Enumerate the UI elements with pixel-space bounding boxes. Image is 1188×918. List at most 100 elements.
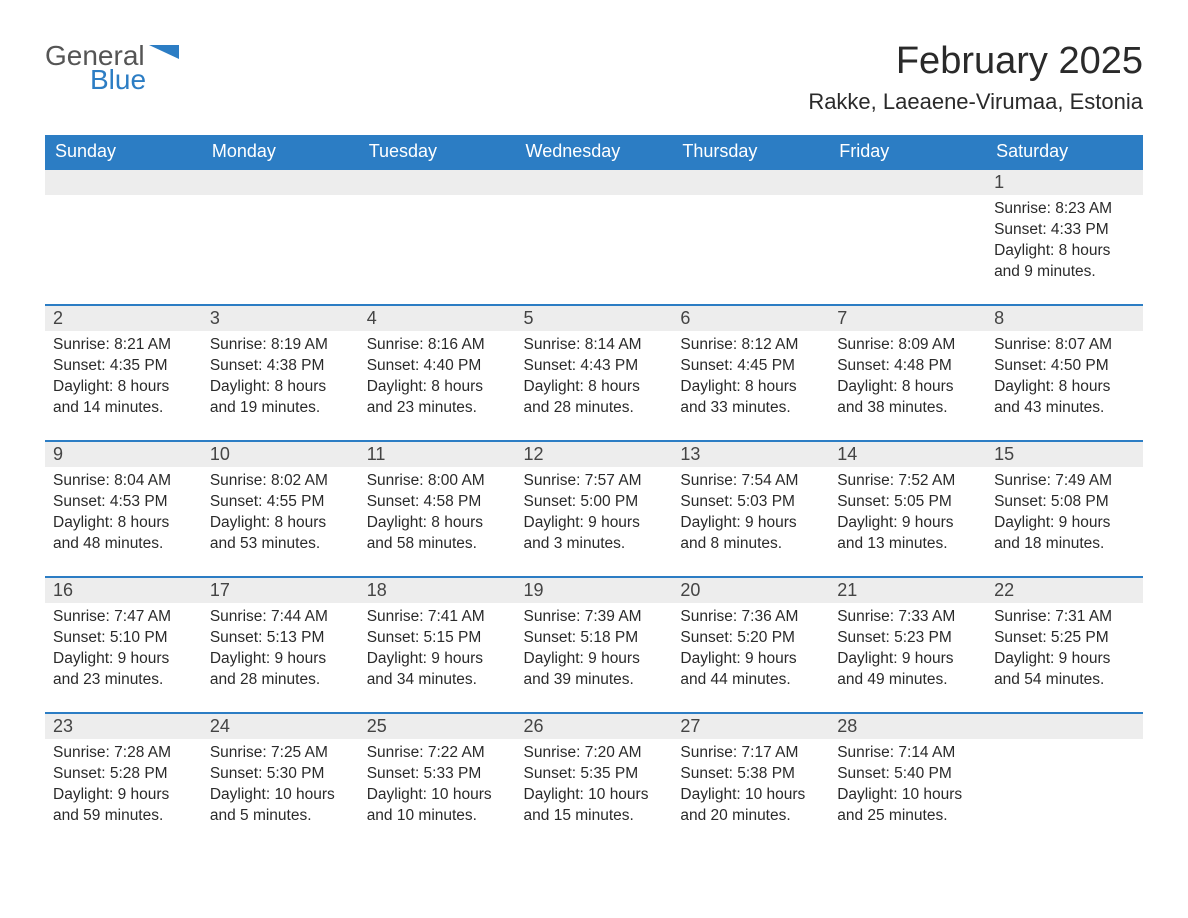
daylight1-text: Daylight: 10 hours — [367, 785, 508, 806]
sunset-text: Sunset: 5:10 PM — [53, 628, 194, 649]
day-number: 4 — [367, 308, 377, 328]
daylight2-text: and 14 minutes. — [53, 398, 194, 419]
sunset-text: Sunset: 5:33 PM — [367, 764, 508, 785]
sunrise-text: Sunrise: 8:19 AM — [210, 335, 351, 356]
weekday-header: Sunday — [45, 135, 202, 169]
sunset-text: Sunset: 5:40 PM — [837, 764, 978, 785]
daylight2-text: and 20 minutes. — [680, 806, 821, 827]
day-number-cell: 25 — [359, 713, 516, 739]
daylight1-text: Daylight: 10 hours — [837, 785, 978, 806]
day-content-cell: Sunrise: 7:44 AMSunset: 5:13 PMDaylight:… — [202, 603, 359, 713]
daynum-row: 1 — [45, 169, 1143, 195]
page-header: General Blue February 2025 Rakke, Laeaen… — [45, 40, 1143, 115]
day-number: 15 — [994, 444, 1014, 464]
sunset-text: Sunset: 5:03 PM — [680, 492, 821, 513]
sunset-text: Sunset: 5:15 PM — [367, 628, 508, 649]
day-content-cell: Sunrise: 7:57 AMSunset: 5:00 PMDaylight:… — [516, 467, 673, 577]
sunset-text: Sunset: 5:18 PM — [524, 628, 665, 649]
sunset-text: Sunset: 4:43 PM — [524, 356, 665, 377]
daylight2-text: and 33 minutes. — [680, 398, 821, 419]
daylight1-text: Daylight: 9 hours — [994, 649, 1135, 670]
day-number-cell: 10 — [202, 441, 359, 467]
day-number-cell — [672, 169, 829, 195]
day-content-cell: Sunrise: 7:41 AMSunset: 5:15 PMDaylight:… — [359, 603, 516, 713]
sunrise-text: Sunrise: 8:04 AM — [53, 471, 194, 492]
content-row: Sunrise: 7:28 AMSunset: 5:28 PMDaylight:… — [45, 739, 1143, 849]
day-number-cell: 23 — [45, 713, 202, 739]
sunrise-text: Sunrise: 8:07 AM — [994, 335, 1135, 356]
daylight2-text: and 39 minutes. — [524, 670, 665, 691]
sunset-text: Sunset: 5:23 PM — [837, 628, 978, 649]
day-number: 25 — [367, 716, 387, 736]
day-content-cell: Sunrise: 7:52 AMSunset: 5:05 PMDaylight:… — [829, 467, 986, 577]
sunrise-text: Sunrise: 8:00 AM — [367, 471, 508, 492]
sunrise-text: Sunrise: 8:02 AM — [210, 471, 351, 492]
sunrise-text: Sunrise: 8:21 AM — [53, 335, 194, 356]
day-number: 28 — [837, 716, 857, 736]
weekday-header: Monday — [202, 135, 359, 169]
sunset-text: Sunset: 4:40 PM — [367, 356, 508, 377]
sunrise-text: Sunrise: 8:12 AM — [680, 335, 821, 356]
month-title: February 2025 — [808, 40, 1143, 83]
day-number: 14 — [837, 444, 857, 464]
daylight1-text: Daylight: 9 hours — [680, 649, 821, 670]
sunrise-text: Sunrise: 8:16 AM — [367, 335, 508, 356]
sunrise-text: Sunrise: 7:33 AM — [837, 607, 978, 628]
content-row: Sunrise: 8:23 AMSunset: 4:33 PMDaylight:… — [45, 195, 1143, 305]
sunset-text: Sunset: 5:35 PM — [524, 764, 665, 785]
day-content-cell: Sunrise: 8:12 AMSunset: 4:45 PMDaylight:… — [672, 331, 829, 441]
day-number: 2 — [53, 308, 63, 328]
day-number-cell: 24 — [202, 713, 359, 739]
day-number-cell: 13 — [672, 441, 829, 467]
daylight1-text: Daylight: 8 hours — [53, 377, 194, 398]
daylight1-text: Daylight: 8 hours — [994, 241, 1135, 262]
day-number-cell: 19 — [516, 577, 673, 603]
daylight2-text: and 54 minutes. — [994, 670, 1135, 691]
weekday-header: Saturday — [986, 135, 1143, 169]
daylight2-text: and 49 minutes. — [837, 670, 978, 691]
daylight2-text: and 53 minutes. — [210, 534, 351, 555]
content-row: Sunrise: 8:21 AMSunset: 4:35 PMDaylight:… — [45, 331, 1143, 441]
daylight2-text: and 34 minutes. — [367, 670, 508, 691]
daylight1-text: Daylight: 9 hours — [837, 649, 978, 670]
day-number: 26 — [524, 716, 544, 736]
day-number-cell: 28 — [829, 713, 986, 739]
sunrise-text: Sunrise: 7:22 AM — [367, 743, 508, 764]
sunrise-text: Sunrise: 7:49 AM — [994, 471, 1135, 492]
daynum-row: 9101112131415 — [45, 441, 1143, 467]
sunset-text: Sunset: 4:58 PM — [367, 492, 508, 513]
daylight2-text: and 5 minutes. — [210, 806, 351, 827]
daylight1-text: Daylight: 8 hours — [680, 377, 821, 398]
daylight1-text: Daylight: 9 hours — [994, 513, 1135, 534]
sunset-text: Sunset: 4:33 PM — [994, 220, 1135, 241]
sunset-text: Sunset: 4:35 PM — [53, 356, 194, 377]
daylight2-text: and 43 minutes. — [994, 398, 1135, 419]
sunset-text: Sunset: 5:13 PM — [210, 628, 351, 649]
sunrise-text: Sunrise: 7:14 AM — [837, 743, 978, 764]
daylight2-text: and 38 minutes. — [837, 398, 978, 419]
day-number: 10 — [210, 444, 230, 464]
day-number-cell: 4 — [359, 305, 516, 331]
day-content-cell: Sunrise: 7:20 AMSunset: 5:35 PMDaylight:… — [516, 739, 673, 849]
day-number: 18 — [367, 580, 387, 600]
daylight2-text: and 48 minutes. — [53, 534, 194, 555]
sunset-text: Sunset: 5:30 PM — [210, 764, 351, 785]
calendar-body: 1Sunrise: 8:23 AMSunset: 4:33 PMDaylight… — [45, 169, 1143, 849]
daylight2-text: and 19 minutes. — [210, 398, 351, 419]
sunrise-text: Sunrise: 7:31 AM — [994, 607, 1135, 628]
day-number: 20 — [680, 580, 700, 600]
day-number: 27 — [680, 716, 700, 736]
day-number-cell: 12 — [516, 441, 673, 467]
day-number: 7 — [837, 308, 847, 328]
sunset-text: Sunset: 5:25 PM — [994, 628, 1135, 649]
day-number: 3 — [210, 308, 220, 328]
day-number: 16 — [53, 580, 73, 600]
day-number-cell: 27 — [672, 713, 829, 739]
day-number: 24 — [210, 716, 230, 736]
day-number-cell: 21 — [829, 577, 986, 603]
day-content-cell: Sunrise: 7:54 AMSunset: 5:03 PMDaylight:… — [672, 467, 829, 577]
day-number-cell: 17 — [202, 577, 359, 603]
day-number: 19 — [524, 580, 544, 600]
daylight1-text: Daylight: 9 hours — [367, 649, 508, 670]
daynum-row: 16171819202122 — [45, 577, 1143, 603]
